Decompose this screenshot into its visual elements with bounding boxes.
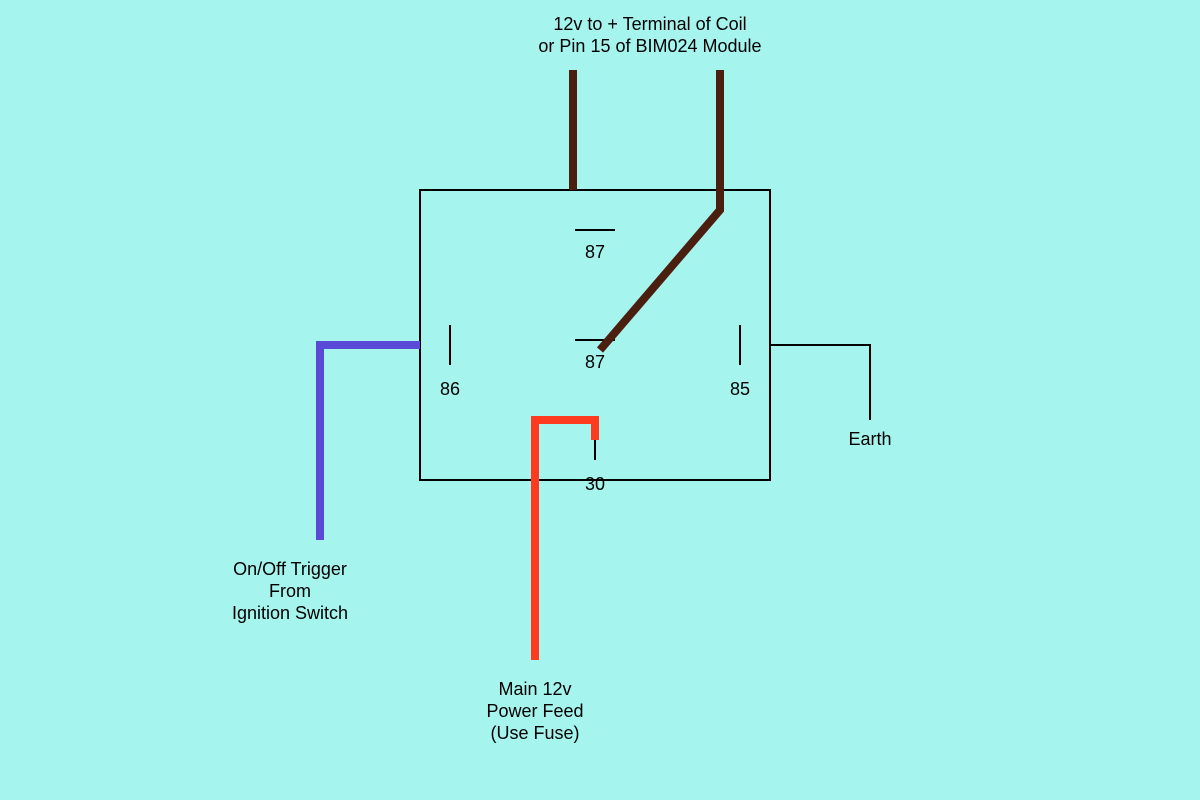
relay-wiring-diagram: 8787868530 12v to + Terminal of Coilor P…	[0, 0, 1200, 800]
label-power: Main 12vPower Feed(Use Fuse)	[486, 679, 583, 743]
pin-label: 86	[440, 379, 460, 399]
pin-label: 87	[585, 352, 605, 372]
pin-label: 85	[730, 379, 750, 399]
label-earth: Earth	[848, 429, 891, 449]
pin-label: 87	[585, 242, 605, 262]
diagram-background	[0, 0, 1200, 800]
pin-label: 30	[585, 474, 605, 494]
